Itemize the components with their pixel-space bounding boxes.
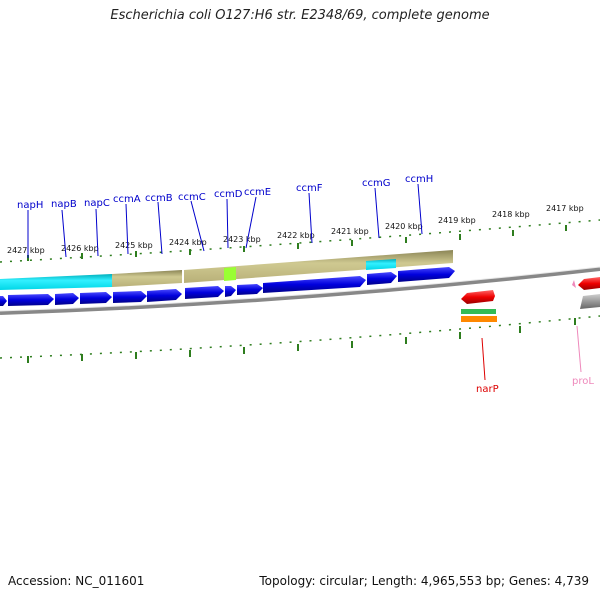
upper-gene-leaders bbox=[27, 183, 423, 258]
scale-label-2423: 2423 kbp bbox=[223, 235, 261, 244]
rna-arrow[interactable] bbox=[461, 290, 495, 304]
cds-arrow[interactable] bbox=[263, 276, 366, 293]
cds-arrow[interactable] bbox=[55, 293, 79, 305]
proL-leader bbox=[576, 325, 582, 373]
cds-track bbox=[0, 267, 455, 306]
upper-tick-baseline bbox=[0, 219, 600, 263]
cds-arrow[interactable] bbox=[8, 294, 54, 306]
gene-label-narP[interactable]: narP bbox=[476, 384, 499, 395]
genome-backbone bbox=[0, 267, 600, 315]
upper-gene-labels: napH napB napC ccmA ccmB ccmC ccmD ccmE … bbox=[17, 174, 433, 211]
cds-arrow[interactable] bbox=[80, 292, 112, 304]
gene-label-napH[interactable]: napH bbox=[17, 200, 43, 211]
scale-label-2418: 2418 kbp bbox=[492, 210, 530, 219]
cds-arrow[interactable] bbox=[147, 289, 182, 302]
gene-label-proL[interactable]: proL bbox=[572, 376, 594, 387]
gene-label-napC[interactable]: napC bbox=[84, 198, 110, 209]
rna-arrow-right[interactable] bbox=[578, 277, 600, 290]
lower-tick-track bbox=[0, 315, 600, 363]
feature-khaki-segment-1 bbox=[112, 270, 182, 287]
cds-arrow[interactable] bbox=[237, 284, 263, 295]
cds-arrow[interactable] bbox=[0, 296, 7, 306]
feature-green-bar bbox=[461, 309, 496, 314]
narP-leader bbox=[481, 337, 486, 381]
scale-label-2420: 2420 kbp bbox=[385, 222, 423, 231]
feature-orange-bar bbox=[461, 316, 497, 322]
pseudo-arrow[interactable] bbox=[572, 280, 576, 288]
gene-label-ccmA[interactable]: ccmA bbox=[113, 194, 141, 205]
cds-arrow[interactable] bbox=[225, 286, 236, 297]
grey-feature bbox=[580, 294, 600, 309]
scale-label-2417: 2417 kbp bbox=[546, 204, 584, 213]
feature-cyan-segment bbox=[0, 274, 112, 290]
feature-bar bbox=[0, 250, 453, 290]
feature-lime-segment bbox=[224, 267, 236, 281]
lower-major-ticks bbox=[27, 318, 576, 363]
accession-text: Accession: NC_011601 bbox=[8, 574, 145, 588]
gene-label-ccmC[interactable]: ccmC bbox=[178, 192, 206, 203]
scale-label-2426: 2426 kbp bbox=[61, 244, 99, 253]
gene-label-napB[interactable]: napB bbox=[51, 199, 77, 210]
lower-feature-track bbox=[461, 277, 600, 322]
lower-gene-labels: narP proL bbox=[476, 325, 594, 395]
scale-label-2427: 2427 kbp bbox=[7, 246, 45, 255]
scale-label-2425: 2425 kbp bbox=[115, 241, 153, 250]
cds-arrow[interactable] bbox=[113, 291, 147, 303]
feature-cyan-small bbox=[366, 259, 396, 270]
topology-text: Topology: circular; Length: 4,965,553 bp… bbox=[259, 574, 589, 588]
genome-backbone-highlight bbox=[0, 266, 600, 312]
cds-arrow[interactable] bbox=[367, 272, 397, 285]
gene-label-ccmG[interactable]: ccmG bbox=[362, 178, 391, 189]
feature-khaki-segment-2 bbox=[184, 250, 453, 283]
gene-label-ccmH[interactable]: ccmH bbox=[405, 174, 433, 185]
gene-label-ccmB[interactable]: ccmB bbox=[145, 193, 173, 204]
upper-tick-track bbox=[0, 219, 600, 263]
gene-label-ccmF[interactable]: ccmF bbox=[296, 183, 323, 194]
cds-arrow[interactable] bbox=[185, 286, 224, 299]
scale-labels: 2427 kbp 2426 kbp 2425 kbp 2424 kbp 2423… bbox=[7, 204, 584, 255]
scale-label-2419: 2419 kbp bbox=[438, 216, 476, 225]
lower-tick-baseline bbox=[0, 315, 600, 359]
scale-label-2424: 2424 kbp bbox=[169, 238, 207, 247]
cds-arrow[interactable] bbox=[398, 267, 455, 282]
gene-label-ccmD[interactable]: ccmD bbox=[214, 189, 243, 200]
scale-label-2422: 2422 kbp bbox=[277, 231, 315, 240]
scale-label-2421: 2421 kbp bbox=[331, 227, 369, 236]
genome-title: Escherichia coli O127:H6 str. E2348/69, … bbox=[110, 8, 490, 23]
gene-label-ccmE[interactable]: ccmE bbox=[244, 187, 271, 198]
